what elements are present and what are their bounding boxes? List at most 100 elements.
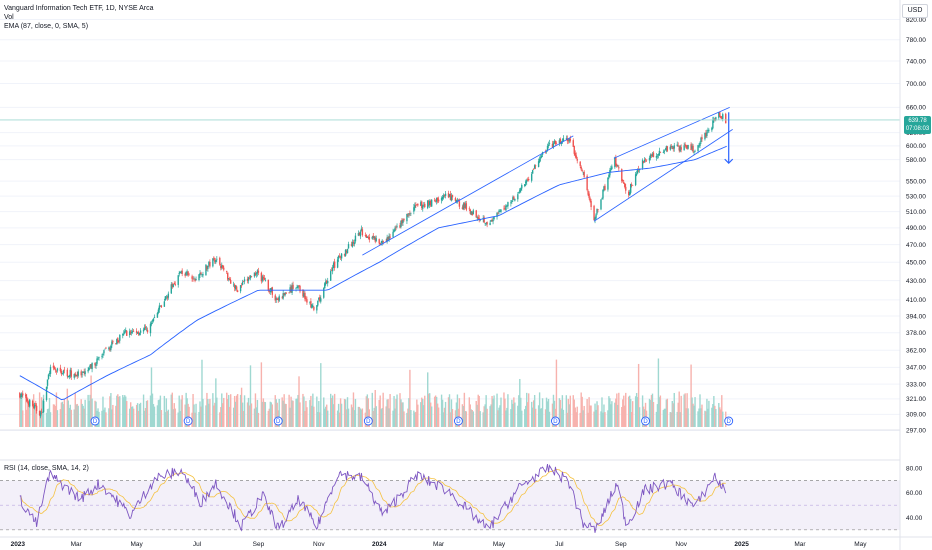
candle-body: [644, 159, 647, 160]
volume-bar: [680, 395, 682, 427]
volume-bar: [490, 404, 492, 427]
dividend-marker[interactable]: [550, 416, 560, 426]
volume-bar: [694, 397, 696, 427]
volume-bar: [234, 401, 237, 427]
candle-body: [241, 281, 244, 285]
volume-bar: [624, 405, 626, 427]
candle-body: [129, 331, 131, 336]
candle-body: [184, 273, 186, 276]
price-axis[interactable]: 297.00 309.00 321.00 333.00 347.00 362.00 378.…: [899, 0, 932, 550]
rsi-axis-tick: 80.00: [906, 465, 923, 472]
candle-body: [283, 293, 285, 296]
candle-body: [119, 334, 121, 341]
volume-bar: [353, 410, 356, 427]
candle-body: [74, 373, 76, 376]
candle-body: [267, 279, 270, 291]
candle-body: [537, 161, 540, 168]
ema-legend[interactable]: EMA (87, close, 0, SMA, 5): [4, 23, 89, 30]
price-axis-tick: 430.00: [906, 278, 926, 285]
volume-bar: [506, 407, 508, 427]
dividend-marker[interactable]: [453, 416, 463, 426]
volume-bar: [722, 411, 724, 427]
candle-body: [247, 277, 250, 281]
candle-body: [88, 367, 90, 371]
candle-body: [33, 405, 36, 408]
volume-bar: [241, 402, 244, 427]
candle-body: [440, 198, 443, 201]
symbol-title[interactable]: Vanguard Information Tech ETF, 1D, NYSE …: [4, 5, 154, 12]
candle-body: [352, 241, 355, 244]
volume-bar: [289, 407, 291, 427]
volume-bar: [61, 401, 64, 427]
volume-bar: [129, 408, 131, 427]
volume-bar: [468, 397, 471, 427]
currency-button[interactable]: USD: [902, 4, 928, 18]
candle-body: [81, 373, 83, 375]
volume-bar: [151, 393, 154, 427]
volume-bar: [327, 410, 329, 427]
volume-bar: [340, 403, 343, 427]
volume-bar: [344, 399, 347, 427]
volume-bar: [422, 398, 424, 427]
volume-bar: [309, 400, 311, 427]
volume-bar: [49, 412, 52, 427]
candle-body: [416, 204, 418, 206]
volume-bar: [630, 412, 633, 427]
candle-body: [61, 373, 64, 374]
candle-body: [568, 138, 571, 142]
volume-bar: [110, 393, 112, 427]
candle-body: [278, 296, 280, 301]
price-axis-tick: 333.00: [906, 381, 926, 388]
time-axis[interactable]: 2023 Mar May Jul Sep Nov 2024 Mar May Jul Sep Nov 20…: [0, 536, 932, 548]
volume-bar: [193, 404, 195, 427]
candle-body: [195, 279, 197, 281]
volume-bar: [22, 410, 24, 427]
volume-bar: [658, 397, 661, 427]
volume-bar: [650, 395, 653, 427]
candle-body: [618, 167, 620, 169]
candle-body: [157, 309, 160, 313]
volume-bar: [256, 399, 259, 427]
dividend-marker[interactable]: [90, 416, 100, 426]
candle-body: [634, 174, 637, 186]
candle-body: [163, 301, 166, 307]
volume-bar: [496, 393, 498, 427]
volume-bar: [56, 410, 59, 427]
volume-bar: [602, 412, 604, 427]
candle-body: [87, 369, 89, 372]
candle-body: [317, 300, 319, 306]
volume-bar: [539, 408, 542, 427]
candle-body: [670, 146, 672, 148]
dividend-marker[interactable]: [183, 416, 193, 426]
volume-bar: [26, 409, 28, 427]
volume-bar: [499, 405, 501, 427]
candle-body: [368, 236, 371, 240]
rsi-axis-tick: 40.00: [906, 515, 923, 522]
dividend-marker[interactable]: [273, 416, 283, 426]
volume-bar: [476, 404, 478, 427]
candle-body: [80, 371, 82, 376]
volume-bar: [507, 394, 509, 427]
candle-body: [152, 318, 155, 321]
dividend-marker[interactable]: [363, 416, 373, 426]
rsi-legend[interactable]: RSI (14, close, SMA, 14, 2): [4, 465, 89, 472]
candle-body: [339, 256, 342, 258]
candle-body: [136, 332, 139, 334]
candle-body: [187, 271, 189, 276]
volume-bar: [464, 411, 467, 427]
volume-bar: [271, 404, 273, 427]
volume-bar: [685, 408, 687, 427]
dividend-marker[interactable]: [724, 416, 734, 426]
volume-bar: [663, 408, 666, 427]
candle-body: [173, 282, 175, 285]
candle-body: [34, 405, 37, 406]
candle-body: [624, 183, 626, 187]
candle-body: [233, 284, 236, 289]
volume-bar: [573, 399, 575, 427]
volume-legend[interactable]: Vol: [4, 14, 14, 21]
dividend-marker[interactable]: [641, 416, 650, 426]
volume-bar: [711, 407, 713, 427]
candle-body: [718, 112, 720, 118]
